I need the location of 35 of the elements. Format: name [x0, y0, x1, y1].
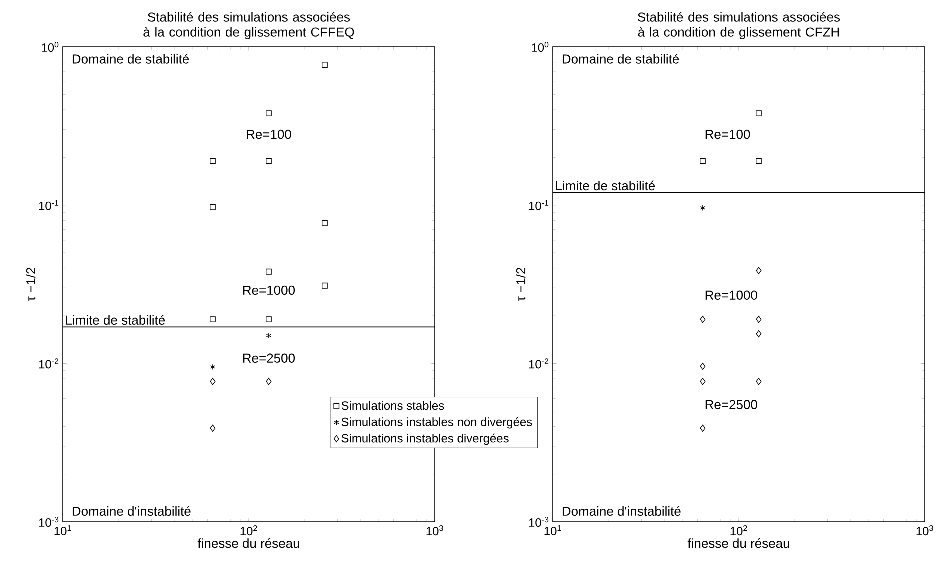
annotation: Domaine de stabilité: [562, 54, 680, 64]
y-tick-label: 10$^{0}$: [532, 42, 549, 52]
annotation: Re=2500: [243, 354, 296, 363]
x-tick-label: 10$^{1}$: [54, 526, 72, 536]
legend-label: Simulations stables: [342, 401, 444, 410]
legend-label: Simulations instables divergées: [342, 434, 509, 446]
y-tick-label: 10$^{-2}$: [39, 358, 59, 369]
x-tick-label: 10$^{1}$: [544, 526, 562, 536]
y-tick-label: 10$^{-1}$: [39, 200, 59, 210]
legend-label: Simulations instables non divergées: [342, 417, 532, 429]
annotation: Re=100: [706, 130, 750, 140]
x-tick-label: 10$^{3}$: [916, 526, 934, 536]
annotation: Domaine d'instabilité: [72, 506, 191, 516]
annotation: Re=1000: [243, 286, 296, 296]
y-axis-title: τ −1/2: [516, 268, 526, 302]
ref-line-label: Limite de stabilité: [66, 315, 166, 325]
y-tick-label: 10$^{-1}$: [529, 200, 549, 210]
x-axis-title: finesse du réseau: [688, 538, 790, 548]
y-tick-label: 10$^{-2}$: [529, 358, 549, 369]
chart-title: Stabilité des simulations associées à la condition de glissement CFFEQ: [144, 12, 354, 40]
ref-line-label: Limite de stabilité: [556, 180, 656, 191]
x-tick-label: 10$^{2}$: [730, 526, 748, 536]
annotation: Domaine d'instabilité: [562, 506, 681, 516]
x-axis-title: finesse du réseau: [198, 538, 300, 548]
annotation: Re=1000: [706, 290, 758, 300]
y-tick-label: 10$^{0}$: [42, 42, 59, 52]
x-tick-label: 10$^{3}$: [426, 526, 444, 536]
y-tick-label: 10$^{-3}$: [39, 516, 59, 528]
y-axis-title: τ −1/2: [26, 268, 36, 302]
annotation: Re=2500: [706, 400, 758, 410]
x-tick-label: 10$^{2}$: [240, 526, 258, 536]
chart-title: Stabilité des simulations associées à la condition de glissement CFZH: [638, 12, 840, 40]
annotation: Domaine de stabilité: [72, 54, 190, 64]
y-tick-label: 10$^{-3}$: [529, 516, 549, 528]
annotation: Re=100: [247, 130, 292, 140]
